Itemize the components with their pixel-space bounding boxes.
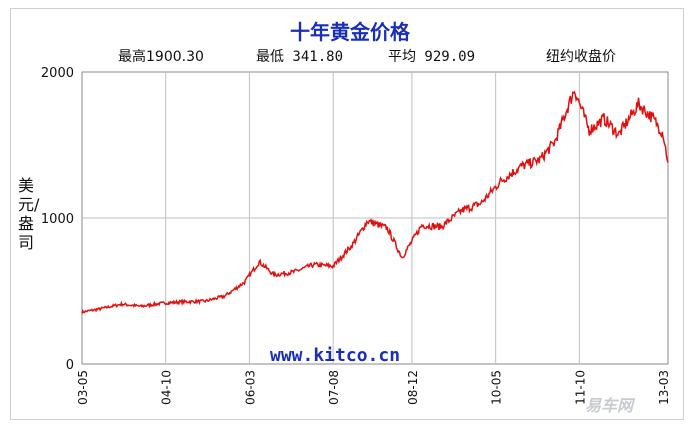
chart-title: 十年黄金价格: [290, 20, 410, 44]
y-tick-label: 2000: [41, 66, 74, 81]
x-tick-label: 04-10: [160, 370, 174, 405]
x-tick-label: 03-05: [76, 370, 90, 405]
watermark-logo: 易车网: [585, 396, 634, 415]
website-label: www.kitco.cn: [270, 345, 401, 366]
stat-average: 平均 929.09: [388, 49, 476, 65]
stat-high: 最高1900.30: [118, 49, 204, 65]
y-tick-label: 0: [66, 358, 74, 373]
y-axis-label: 美元/盎司: [18, 176, 40, 252]
series-label: 纽约收盘价: [546, 49, 616, 65]
y-tick-label: 1000: [41, 212, 74, 227]
x-tick-label: 13-03: [657, 370, 671, 405]
x-tick-label: 07-08: [327, 370, 341, 405]
x-tick-label: 11-10: [573, 370, 587, 405]
gold-price-line: [81, 90, 669, 314]
x-tick-label: 06-03: [243, 370, 257, 405]
x-tick-label: 10-05: [490, 370, 504, 405]
stat-low: 最低 341.80: [256, 49, 344, 65]
x-tick-label: 08-12: [406, 370, 420, 405]
